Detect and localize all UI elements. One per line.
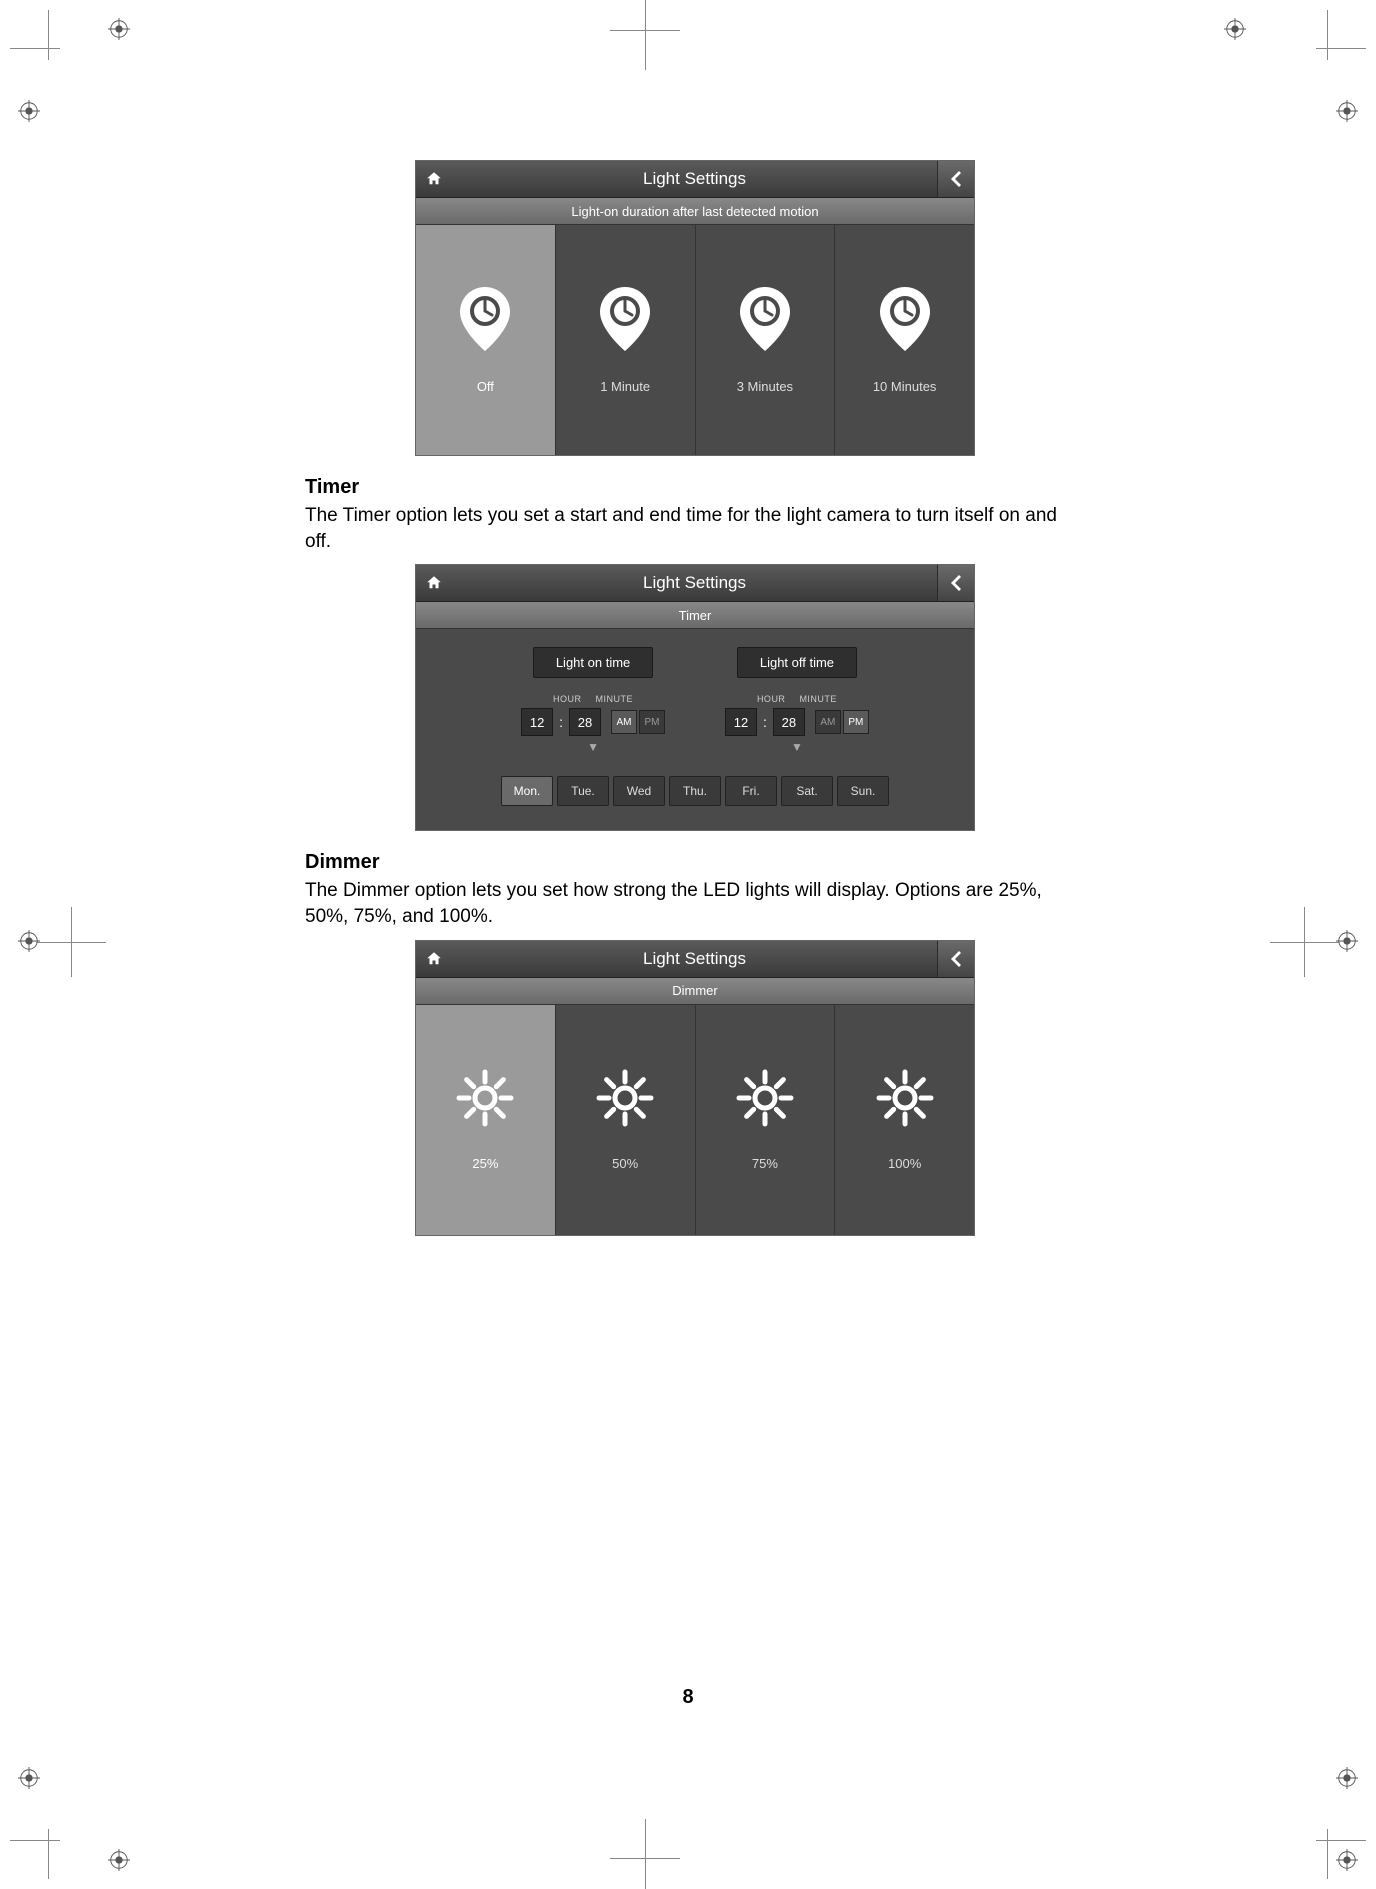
- day-button[interactable]: Sun.: [837, 776, 889, 806]
- panel-title: Light Settings: [452, 169, 937, 189]
- timer-body: Light on time HOUR MINUTE 12 : 28 AM PM: [416, 629, 974, 830]
- hour-minute-labels: HOUR MINUTE: [757, 694, 837, 704]
- crop-mark-icon: [1270, 942, 1340, 943]
- on-minute-value[interactable]: 28: [569, 708, 601, 736]
- back-icon[interactable]: [937, 161, 974, 197]
- off-minute-value[interactable]: 28: [773, 708, 805, 736]
- back-icon[interactable]: [937, 565, 974, 601]
- registration-mark-icon: [108, 18, 130, 40]
- dimmer-heading: Dimmer: [305, 851, 1085, 874]
- home-icon[interactable]: [416, 170, 452, 188]
- crop-mark-icon: [1327, 10, 1328, 60]
- dimmer-screenshot: Light Settings Dimmer 25% 50% 75% 100%: [415, 940, 975, 1236]
- titlebar: Light Settings: [416, 941, 974, 978]
- registration-mark-icon: [1336, 1767, 1358, 1789]
- motion-option[interactable]: 1 Minute: [556, 225, 696, 455]
- page-number: 8: [0, 1686, 1376, 1709]
- dimmer-option[interactable]: 100%: [835, 1005, 974, 1235]
- chevron-down-icon[interactable]: ▼: [587, 740, 599, 754]
- titlebar: Light Settings: [416, 565, 974, 602]
- motion-option[interactable]: 10 Minutes: [835, 225, 974, 455]
- crop-mark-icon: [645, 1819, 646, 1889]
- light-off-column: Light off time HOUR MINUTE 12 : 28 AM PM: [725, 647, 869, 754]
- light-on-column: Light on time HOUR MINUTE 12 : 28 AM PM: [521, 647, 665, 754]
- days-row: Mon.Tue.WedThu.Fri.Sat.Sun.: [501, 776, 889, 806]
- registration-mark-icon: [18, 100, 40, 122]
- day-button[interactable]: Thu.: [669, 776, 721, 806]
- crop-mark-icon: [48, 10, 49, 60]
- dimmer-option[interactable]: 25%: [416, 1005, 556, 1235]
- panel-title: Light Settings: [452, 573, 937, 593]
- motion-option[interactable]: 3 Minutes: [696, 225, 836, 455]
- crop-mark-icon: [1327, 1829, 1328, 1879]
- minute-label: MINUTE: [596, 694, 634, 704]
- dimmer-option-row: 25% 50% 75% 100%: [416, 1005, 974, 1235]
- dimmer-option-label: 50%: [612, 1156, 638, 1171]
- crop-mark-icon: [71, 907, 72, 977]
- registration-mark-icon: [18, 1767, 40, 1789]
- dimmer-description: The Dimmer option lets you set how stron…: [305, 878, 1085, 929]
- hour-label: HOUR: [553, 694, 582, 704]
- on-hour-value[interactable]: 12: [521, 708, 553, 736]
- motion-option-label: 10 Minutes: [873, 379, 937, 394]
- day-button[interactable]: Sat.: [781, 776, 833, 806]
- crop-mark-icon: [10, 48, 60, 49]
- dimmer-option-label: 100%: [888, 1156, 921, 1171]
- day-button[interactable]: Wed: [613, 776, 665, 806]
- panel-subtitle: Light-on duration after last detected mo…: [416, 198, 974, 225]
- crop-mark-icon: [48, 1829, 49, 1879]
- day-button[interactable]: Mon.: [501, 776, 553, 806]
- panel-subtitle: Dimmer: [416, 978, 974, 1005]
- hour-label: HOUR: [757, 694, 786, 704]
- dimmer-option[interactable]: 50%: [556, 1005, 696, 1235]
- timer-description: The Timer option lets you set a start an…: [305, 503, 1085, 554]
- registration-mark-icon: [18, 930, 40, 952]
- chevron-down-icon[interactable]: ▼: [791, 740, 803, 754]
- crop-mark-icon: [1316, 48, 1366, 49]
- on-am-toggle[interactable]: AM: [611, 710, 637, 734]
- crop-mark-icon: [1304, 907, 1305, 977]
- panel-title: Light Settings: [452, 949, 937, 969]
- hour-minute-labels: HOUR MINUTE: [553, 694, 633, 704]
- manual-page: Light Settings Light-on duration after l…: [0, 0, 1376, 1889]
- back-icon[interactable]: [937, 941, 974, 977]
- registration-mark-icon: [1224, 18, 1246, 40]
- off-hour-value[interactable]: 12: [725, 708, 757, 736]
- page-content: Light Settings Light-on duration after l…: [305, 160, 1085, 1256]
- light-on-button[interactable]: Light on time: [533, 647, 653, 678]
- motion-option-label: 1 Minute: [600, 379, 650, 394]
- motion-option[interactable]: Off: [416, 225, 556, 455]
- off-am-toggle[interactable]: AM: [815, 710, 841, 734]
- timer-screenshot: Light Settings Timer Light on time HOUR …: [415, 564, 975, 831]
- registration-mark-icon: [1336, 1849, 1358, 1871]
- panel-subtitle: Timer: [416, 602, 974, 629]
- time-colon: :: [559, 714, 563, 730]
- home-icon[interactable]: [416, 574, 452, 592]
- timer-heading: Timer: [305, 476, 1085, 499]
- titlebar: Light Settings: [416, 161, 974, 198]
- dimmer-option-label: 25%: [472, 1156, 498, 1171]
- crop-mark-icon: [10, 1840, 60, 1841]
- registration-mark-icon: [1336, 930, 1358, 952]
- time-colon: :: [763, 714, 767, 730]
- day-button[interactable]: Fri.: [725, 776, 777, 806]
- minute-label: MINUTE: [799, 694, 837, 704]
- motion-option-label: 3 Minutes: [737, 379, 793, 394]
- dimmer-option[interactable]: 75%: [696, 1005, 836, 1235]
- registration-mark-icon: [108, 1849, 130, 1871]
- motion-duration-screenshot: Light Settings Light-on duration after l…: [415, 160, 975, 456]
- crop-mark-icon: [1316, 1840, 1366, 1841]
- home-icon[interactable]: [416, 950, 452, 968]
- light-off-button[interactable]: Light off time: [737, 647, 857, 678]
- motion-option-row: Off 1 Minute 3 Minutes 10 Minutes: [416, 225, 974, 455]
- motion-option-label: Off: [477, 379, 494, 394]
- off-pm-toggle[interactable]: PM: [843, 710, 869, 734]
- dimmer-option-label: 75%: [752, 1156, 778, 1171]
- day-button[interactable]: Tue.: [557, 776, 609, 806]
- registration-mark-icon: [1336, 100, 1358, 122]
- crop-mark-icon: [645, 0, 646, 70]
- on-pm-toggle[interactable]: PM: [639, 710, 665, 734]
